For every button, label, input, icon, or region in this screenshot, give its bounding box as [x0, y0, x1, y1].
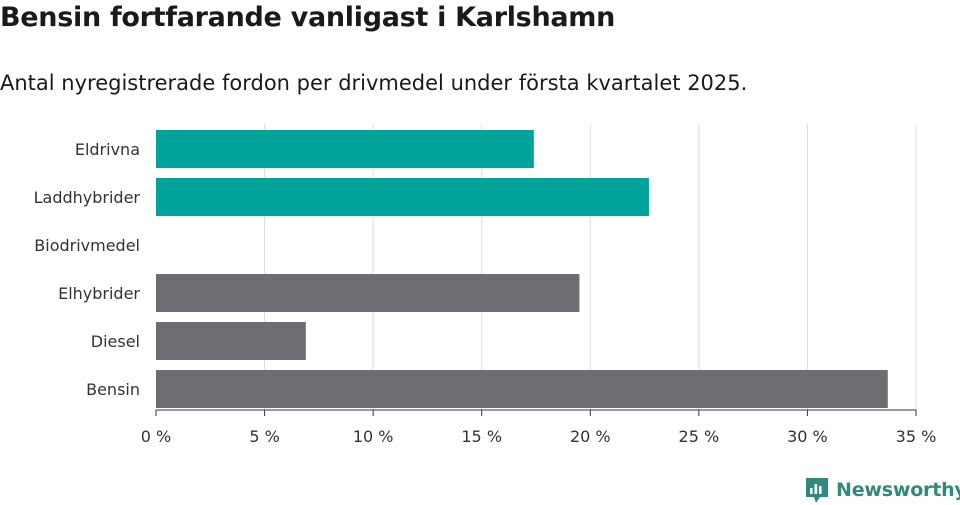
- brand-name: Newsworthy: [836, 479, 960, 501]
- x-tick-label: 35 %: [896, 427, 937, 446]
- category-label: Elhybrider: [58, 284, 140, 303]
- chart-title: Bensin fortfarande vanligast i Karlshamn: [0, 2, 616, 33]
- category-label: Bensin: [86, 380, 140, 399]
- category-label: Eldrivna: [75, 140, 140, 159]
- brand-logo: Newsworthy: [804, 475, 960, 505]
- category-label: Laddhybrider: [34, 188, 141, 207]
- bar-bensin: [156, 370, 888, 408]
- bar-elhybrider: [156, 274, 580, 312]
- bar-laddhybrider: [156, 178, 649, 216]
- x-tick-label: 10 %: [353, 427, 394, 446]
- bar-eldrivna: [156, 130, 534, 168]
- bar-chart: Eldrivna Laddhybrider Biodrivmedel Elhybrid…: [34, 125, 937, 446]
- x-tick-label: 15 %: [461, 427, 502, 446]
- x-tick-label: 20 %: [570, 427, 611, 446]
- category-label: Biodrivmedel: [34, 236, 140, 255]
- x-tick-label: 30 %: [787, 427, 828, 446]
- x-tick-label: 5 %: [249, 427, 279, 446]
- bar-diesel: [156, 322, 306, 360]
- chart-subtitle: Antal nyregistrerade fordon per drivmede…: [0, 71, 748, 95]
- x-tick-label: 0 %: [141, 427, 171, 446]
- newsworthy-logo-icon: [806, 478, 828, 503]
- category-label: Diesel: [91, 332, 140, 351]
- x-tick-label: 25 %: [679, 427, 720, 446]
